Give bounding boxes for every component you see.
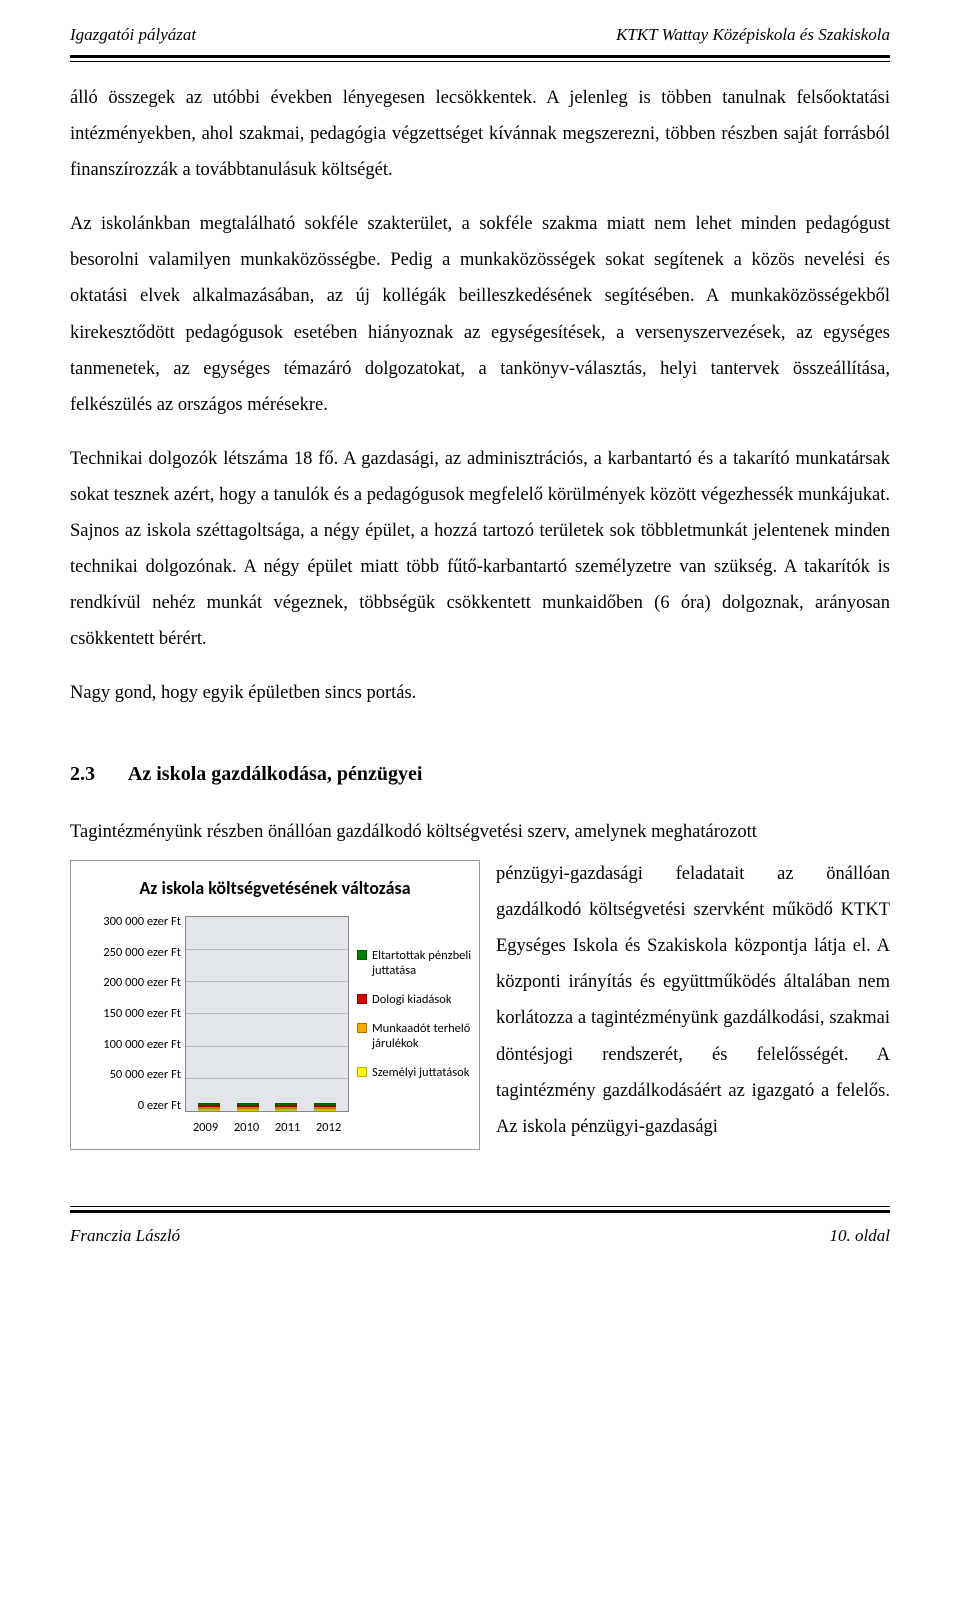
bar-column bbox=[198, 1103, 220, 1111]
x-label: 2009 bbox=[193, 1116, 218, 1140]
legend-label: Személyi juttatások bbox=[372, 1065, 469, 1080]
y-label: 100 000 ezer Ft bbox=[103, 1039, 181, 1052]
bar-column bbox=[314, 1103, 336, 1111]
chart-bars bbox=[186, 917, 348, 1111]
header-left: Igazgatói pályázat bbox=[70, 18, 196, 51]
footer-left: Franczia László bbox=[70, 1219, 180, 1252]
y-label: 0 ezer Ft bbox=[138, 1100, 181, 1113]
chart-y-axis: 300 000 ezer Ft 250 000 ezer Ft 200 000 … bbox=[77, 916, 185, 1112]
bar-segment bbox=[198, 1109, 220, 1111]
y-label: 50 000 ezer Ft bbox=[110, 1069, 181, 1082]
header-right: KTKT Wattay Középiskola és Szakiskola bbox=[616, 18, 890, 51]
paragraph-1: álló összegek az utóbbi években lényeges… bbox=[70, 80, 890, 188]
chart-plot-area bbox=[185, 916, 349, 1112]
legend-label: Eltartottak pénzbeli juttatása bbox=[372, 948, 473, 978]
page-footer: Franczia László 10. oldal bbox=[70, 1219, 890, 1252]
y-label: 250 000 ezer Ft bbox=[103, 947, 181, 960]
paragraph-3: Technikai dolgozók létszáma 18 fő. A gaz… bbox=[70, 441, 890, 657]
x-label: 2010 bbox=[234, 1116, 259, 1140]
chart-title: Az iskola költségvetésének változása bbox=[77, 871, 473, 906]
footer-rule-thin bbox=[70, 1206, 890, 1207]
legend-swatch bbox=[357, 1067, 367, 1077]
chart-legend: Eltartottak pénzbeli juttatása Dologi kia… bbox=[349, 916, 473, 1112]
paragraph-4: Nagy gond, hogy egyik épületben sincs po… bbox=[70, 675, 890, 711]
header-rule-thick bbox=[70, 55, 890, 58]
bar-column bbox=[237, 1103, 259, 1111]
y-label: 150 000 ezer Ft bbox=[103, 1008, 181, 1021]
page-header: Igazgatói pályázat KTKT Wattay Középisko… bbox=[70, 18, 890, 51]
legend-item: Eltartottak pénzbeli juttatása bbox=[357, 948, 473, 978]
legend-item: Munkaadót terhelő járulékok bbox=[357, 1021, 473, 1051]
paragraph-2: Az iskolánkban megtalálható sokféle szak… bbox=[70, 206, 890, 422]
legend-swatch bbox=[357, 950, 367, 960]
legend-swatch bbox=[357, 994, 367, 1004]
chart-body: 300 000 ezer Ft 250 000 ezer Ft 200 000 … bbox=[77, 916, 473, 1112]
footer-right: 10. oldal bbox=[830, 1219, 890, 1252]
y-label: 200 000 ezer Ft bbox=[103, 977, 181, 990]
x-label: 2012 bbox=[316, 1116, 341, 1140]
legend-swatch bbox=[357, 1023, 367, 1033]
bar-segment bbox=[314, 1109, 336, 1111]
y-label: 300 000 ezer Ft bbox=[103, 916, 181, 929]
intro-paragraph: Tagintézményünk részben önállóan gazdálk… bbox=[70, 814, 890, 850]
section-title: Az iskola gazdálkodása, pénzügyei bbox=[128, 763, 422, 785]
legend-label: Dologi kiadások bbox=[372, 992, 452, 1007]
bar-segment bbox=[237, 1109, 259, 1111]
chart-x-axis: 2009 2010 2011 2012 bbox=[77, 1116, 473, 1140]
budget-chart: Az iskola költségvetésének változása 300… bbox=[70, 860, 480, 1149]
x-label: 2011 bbox=[275, 1116, 300, 1140]
section-number: 2.3 bbox=[70, 755, 124, 794]
footer-rule-thick bbox=[70, 1210, 890, 1213]
bar-column bbox=[275, 1103, 297, 1111]
legend-item: Személyi juttatások bbox=[357, 1065, 473, 1080]
legend-label: Munkaadót terhelő járulékok bbox=[372, 1021, 473, 1051]
legend-item: Dologi kiadások bbox=[357, 992, 473, 1007]
section-heading: 2.3 Az iskola gazdálkodása, pénzügyei bbox=[70, 755, 890, 794]
bar-segment bbox=[275, 1109, 297, 1111]
header-rule-thin bbox=[70, 61, 890, 62]
